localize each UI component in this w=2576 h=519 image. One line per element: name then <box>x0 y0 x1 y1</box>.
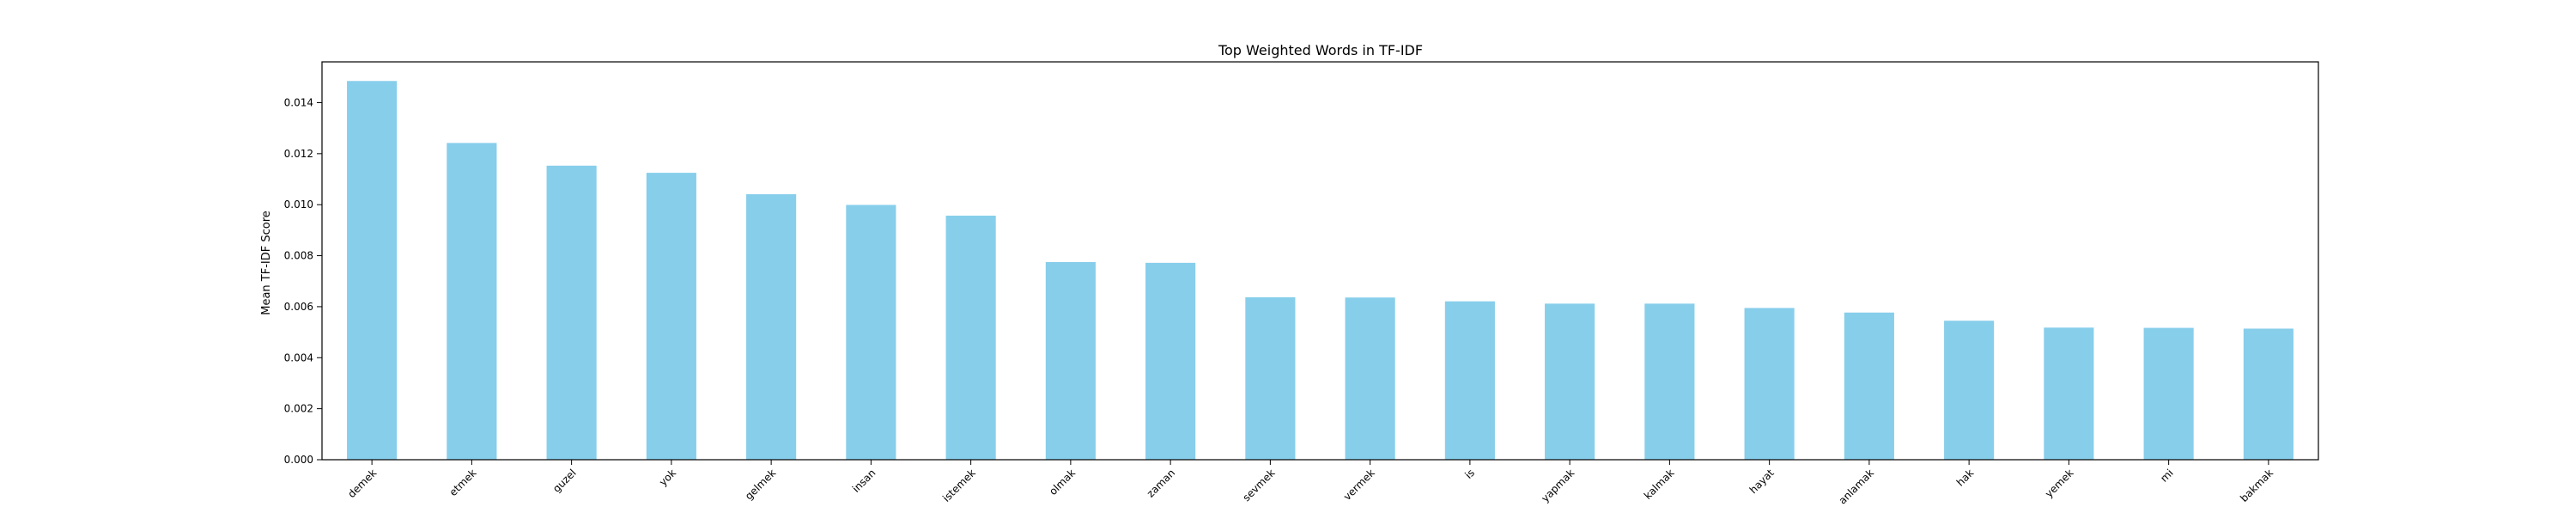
y-tick-label: 0.010 <box>284 198 313 211</box>
y-tick-label: 0.000 <box>284 454 313 466</box>
x-tick-label: is <box>1462 467 1477 481</box>
x-tick-label: yok <box>657 467 678 488</box>
x-tick-label: gelmek <box>743 467 778 502</box>
x-tick-label: zaman <box>1145 467 1177 499</box>
bar-mi <box>2143 327 2194 460</box>
bar-vermek <box>1345 297 1395 460</box>
bar-yok <box>646 173 696 461</box>
x-tick-label: kalmak <box>1642 467 1677 502</box>
bar-olmak <box>1045 261 1096 460</box>
plot-area-frame <box>321 61 2319 461</box>
bar-is <box>1444 301 1495 460</box>
x-tick-label: yapmak <box>1539 467 1577 504</box>
bar-sevmek <box>1245 296 1296 460</box>
x-tick-label: vermek <box>1341 467 1377 503</box>
x-tick-label: anlamak <box>1837 467 1876 506</box>
bar-yemek <box>2044 327 2094 460</box>
x-tick-label: mi <box>2158 467 2176 485</box>
y-tick-label: 0.008 <box>284 250 313 262</box>
x-tick-label: insan <box>850 467 878 495</box>
y-tick-label: 0.004 <box>284 351 313 363</box>
x-tick-label: hak <box>1954 467 1976 488</box>
x-tick-label: bakmak <box>2238 467 2275 504</box>
bar-etmek <box>447 143 497 460</box>
x-axis-ticks: demek etmek guzel yok gelmek insan istemek olma… <box>345 460 2275 507</box>
y-tick-label: 0.014 <box>284 96 313 108</box>
bar-bakmak <box>2243 328 2293 460</box>
x-tick-label: hayat <box>1747 467 1777 496</box>
y-axis-label: Mean TF-IDF Score <box>260 211 273 315</box>
x-tick-label: yemek <box>2043 467 2076 500</box>
bar-anlamak <box>1844 312 1894 460</box>
bar-hak <box>1944 321 1995 460</box>
bar-guzel <box>546 165 597 461</box>
bar-demek <box>347 81 398 460</box>
bar-kalmak <box>1644 303 1695 460</box>
bars-layer <box>347 81 2293 461</box>
bar-gelmek <box>746 194 797 461</box>
x-tick-label: demek <box>345 467 379 500</box>
bar-zaman <box>1145 262 1196 460</box>
x-tick-label: etmek <box>447 467 479 498</box>
y-tick-label: 0.002 <box>284 403 313 415</box>
bar-yapmak <box>1545 303 1595 460</box>
y-axis-ticks: 0.000 0.002 0.004 0.006 0.008 0.010 0.012 0.014 <box>284 96 322 466</box>
x-tick-label: guzel <box>550 467 579 495</box>
x-tick-label: sevmek <box>1241 467 1278 504</box>
y-tick-label: 0.012 <box>284 148 313 160</box>
x-tick-label: istemek <box>940 467 978 504</box>
bar-istemek <box>945 215 996 460</box>
bar-hayat <box>1744 308 1795 460</box>
y-tick-label: 0.006 <box>284 301 313 313</box>
bar-insan <box>846 205 896 460</box>
chart-title: Top Weighted Words in TF-IDF <box>1218 42 1423 58</box>
x-tick-label: olmak <box>1047 467 1078 498</box>
